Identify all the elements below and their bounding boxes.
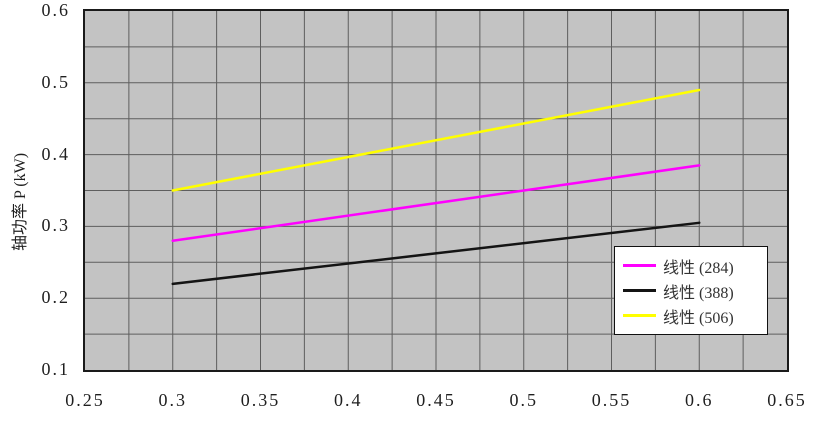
series-line-284 — [171, 164, 701, 243]
x-tick-label: 0.3 — [158, 390, 187, 410]
series-line-506 — [171, 88, 701, 192]
legend-item: 线性 (388) — [623, 279, 759, 303]
legend: 线性 (284) 线性 (388) 线性 (506) — [614, 246, 768, 335]
legend-line-swatch-icon — [623, 264, 656, 267]
legend-label: 线性 (506) — [663, 309, 734, 327]
x-tick-label: 0.45 — [416, 390, 456, 410]
x-tick-label: 0.4 — [334, 390, 363, 410]
y-tick-label: 0.5 — [41, 71, 70, 92]
y-tick-label: 0.4 — [41, 143, 70, 164]
legend-line-swatch-icon — [623, 289, 656, 292]
x-tick-label: 0.65 — [767, 390, 807, 410]
y-tick-label: 0.3 — [41, 215, 70, 236]
series-line-388 — [171, 221, 701, 286]
y-tick-label: 0.2 — [41, 287, 70, 308]
legend-item: 线性 (284) — [623, 254, 759, 278]
y-tick-label: 0.6 — [41, 0, 70, 21]
legend-line-swatch-icon — [623, 314, 656, 317]
y-tick-label: 0.1 — [41, 359, 70, 380]
x-tick-label: 0.25 — [65, 390, 105, 410]
x-tick-label: 0.35 — [240, 390, 281, 410]
legend-label: 线性 (284) — [663, 259, 734, 277]
legend-label: 线性 (388) — [663, 284, 734, 302]
legend-item: 线性 (506) — [623, 304, 759, 328]
x-tick-label: 0.6 — [685, 390, 714, 410]
x-tick-label: 0.5 — [509, 390, 538, 410]
x-tick-label: 0.55 — [591, 390, 632, 410]
